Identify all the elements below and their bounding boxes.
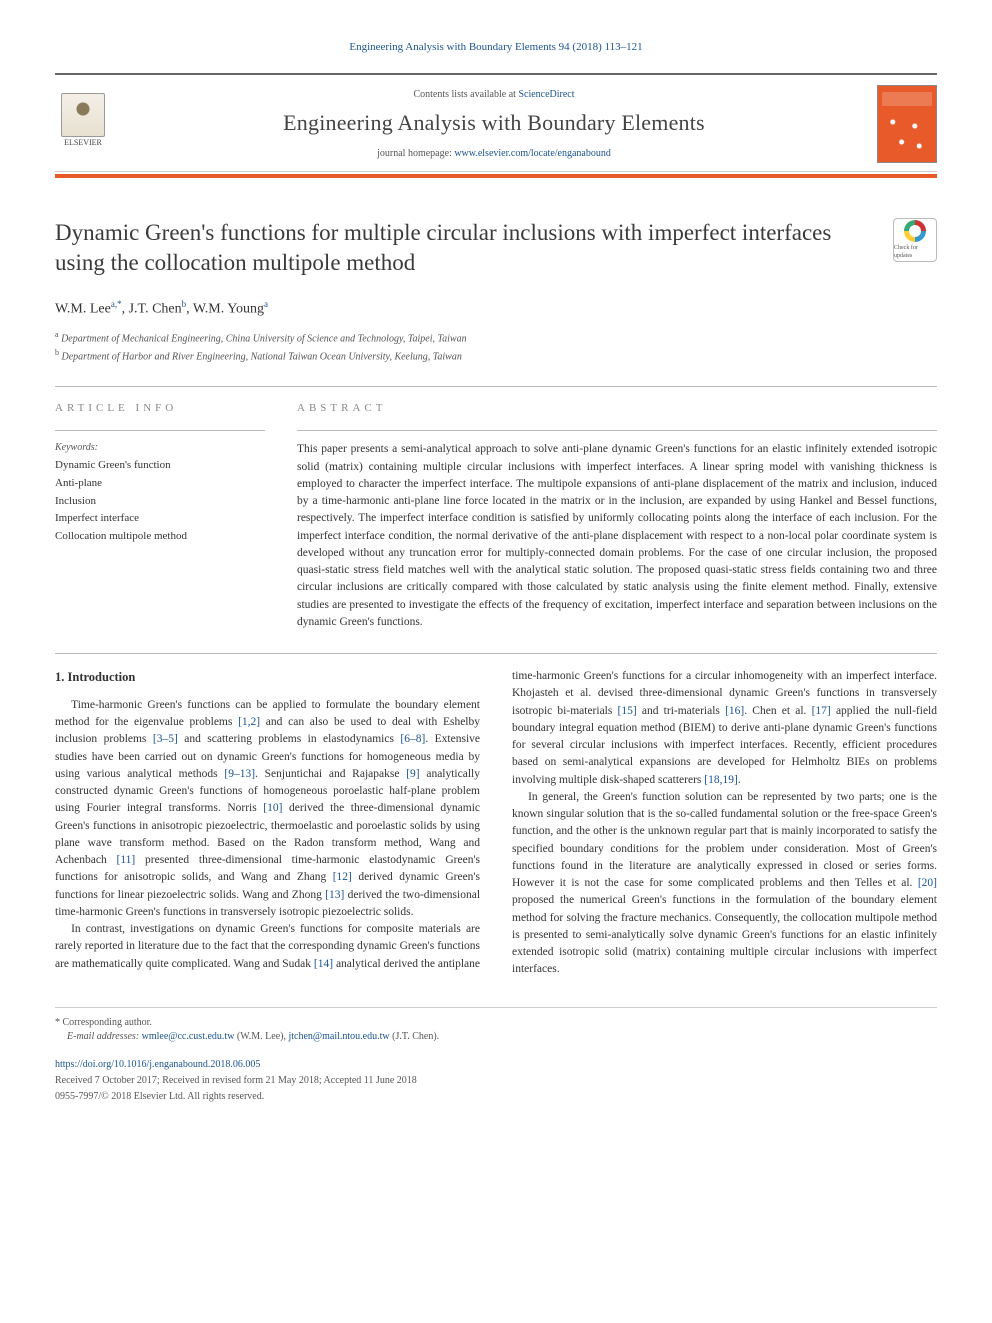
keyword-item: Imperfect interface [55, 510, 265, 528]
author-1-affil: a,* [111, 299, 122, 309]
author-list: W.M. Leea,*, J.T. Chenb, W.M. Younga [55, 298, 937, 319]
citation-link[interactable]: [3–5] [153, 733, 178, 745]
author-2: J.T. Chen [129, 302, 182, 317]
corr-label: Corresponding author. [63, 1017, 152, 1028]
citation-link[interactable]: [18,19] [704, 774, 738, 786]
citation-link[interactable]: [6–8] [400, 733, 425, 745]
author-3: W.M. Young [193, 302, 264, 317]
affil-text-b: Department of Harbor and River Engineeri… [62, 351, 462, 362]
body-text: . Chen et al. [744, 705, 811, 717]
article-info-heading: ARTICLE INFO [55, 401, 265, 416]
citation-link[interactable]: [12] [333, 871, 352, 883]
check-updates-badge[interactable]: Check for updates [893, 218, 937, 262]
keyword-item: Inclusion [55, 493, 265, 511]
body-text: . [738, 774, 741, 786]
abstract-heading: ABSTRACT [297, 401, 937, 416]
author-2-affil: b [182, 299, 187, 309]
journal-cover-thumb [877, 85, 937, 163]
author-3-affil: a [264, 299, 268, 309]
affiliation-b: b Department of Harbor and River Enginee… [55, 347, 937, 364]
body-text: and tri-materials [637, 705, 725, 717]
section-heading-intro: 1. Introduction [55, 668, 480, 687]
body-text: In general, the Green's function solutio… [512, 791, 937, 889]
citation-link[interactable]: [14] [314, 958, 333, 970]
elsevier-logo: ELSEVIER [55, 93, 111, 155]
body-paragraph: Time-harmonic Green's functions can be a… [55, 697, 480, 921]
homepage-prefix: journal homepage: [377, 148, 454, 159]
elsevier-tree-icon [61, 93, 105, 137]
citation-link[interactable]: [13] [325, 889, 344, 901]
affiliation-a: a Department of Mechanical Engineering, … [55, 329, 937, 346]
citation-link[interactable]: [9] [406, 768, 419, 780]
affiliations: a Department of Mechanical Engineering, … [55, 329, 937, 364]
body-text: and scattering problems in elastodynamic… [178, 733, 401, 745]
body-text: proposed the numerical Green's functions… [512, 894, 937, 975]
author-1: W.M. Lee [55, 302, 111, 317]
citation-link[interactable]: [9–13] [224, 768, 255, 780]
email-link[interactable]: wmlee@cc.cust.edu.tw [142, 1031, 235, 1042]
citation-link[interactable]: [20] [918, 877, 937, 889]
homepage-link[interactable]: www.elsevier.com/locate/enganabound [454, 148, 611, 159]
affil-text-a: Department of Mechanical Engineering, Ch… [61, 334, 467, 345]
body-paragraph: In general, the Green's function solutio… [512, 789, 937, 979]
article-history: Received 7 October 2017; Received in rev… [55, 1074, 937, 1088]
email-who: (J.T. Chen) [392, 1031, 437, 1042]
affil-sup-b: b [55, 348, 59, 357]
doi: https://doi.org/10.1016/j.enganabound.20… [55, 1058, 937, 1072]
journal-homepage: journal homepage: www.elsevier.com/locat… [129, 147, 859, 161]
divider [55, 386, 937, 387]
crossmark-icon [904, 220, 926, 242]
email-label: E-mail addresses: [67, 1031, 139, 1042]
doi-link[interactable]: https://doi.org/10.1016/j.enganabound.20… [55, 1059, 260, 1070]
citation-header: Engineering Analysis with Boundary Eleme… [55, 40, 937, 55]
corresponding-author: * Corresponding author. [55, 1016, 937, 1030]
citation-link[interactable]: [17] [812, 705, 831, 717]
keywords-list: Dynamic Green's function Anti-plane Incl… [55, 457, 265, 545]
citation-link[interactable]: [16] [725, 705, 744, 717]
keyword-item: Dynamic Green's function [55, 457, 265, 475]
email-link[interactable]: jtchen@mail.ntou.edu.tw [288, 1031, 389, 1042]
citation-link[interactable]: [11] [117, 854, 136, 866]
divider [55, 653, 937, 654]
citation-link[interactable]: [10] [263, 802, 282, 814]
contents-available: Contents lists available at ScienceDirec… [129, 88, 859, 102]
footnotes: * Corresponding author. E-mail addresses… [55, 1007, 937, 1044]
copyright: 0955-7997/© 2018 Elsevier Ltd. All right… [55, 1090, 937, 1104]
journal-name: Engineering Analysis with Boundary Eleme… [129, 108, 859, 139]
contents-prefix: Contents lists available at [413, 89, 518, 100]
email-addresses: E-mail addresses: wmlee@cc.cust.edu.tw (… [67, 1030, 937, 1044]
affil-sup-a: a [55, 330, 59, 339]
citation-link[interactable]: [1,2] [238, 716, 260, 728]
journal-header: ELSEVIER Contents lists available at Sci… [55, 73, 937, 172]
citation-link[interactable]: [15] [618, 705, 637, 717]
publisher-label: ELSEVIER [64, 137, 102, 148]
abstract-text: This paper presents a semi-analytical ap… [297, 441, 937, 631]
accent-rule [55, 174, 937, 178]
article-body: 1. Introduction Time-harmonic Green's fu… [55, 668, 937, 979]
keyword-item: Anti-plane [55, 475, 265, 493]
keyword-item: Collocation multipole method [55, 528, 265, 546]
article-title: Dynamic Green's functions for multiple c… [55, 218, 873, 278]
updates-label: Check for updates [894, 244, 936, 261]
email-who: (W.M. Lee) [237, 1031, 284, 1042]
body-text: . Senjuntichai and Rajapakse [255, 768, 406, 780]
keywords-label: Keywords: [55, 441, 265, 455]
sciencedirect-link[interactable]: ScienceDirect [518, 89, 574, 100]
corr-marker: * [55, 1017, 60, 1028]
